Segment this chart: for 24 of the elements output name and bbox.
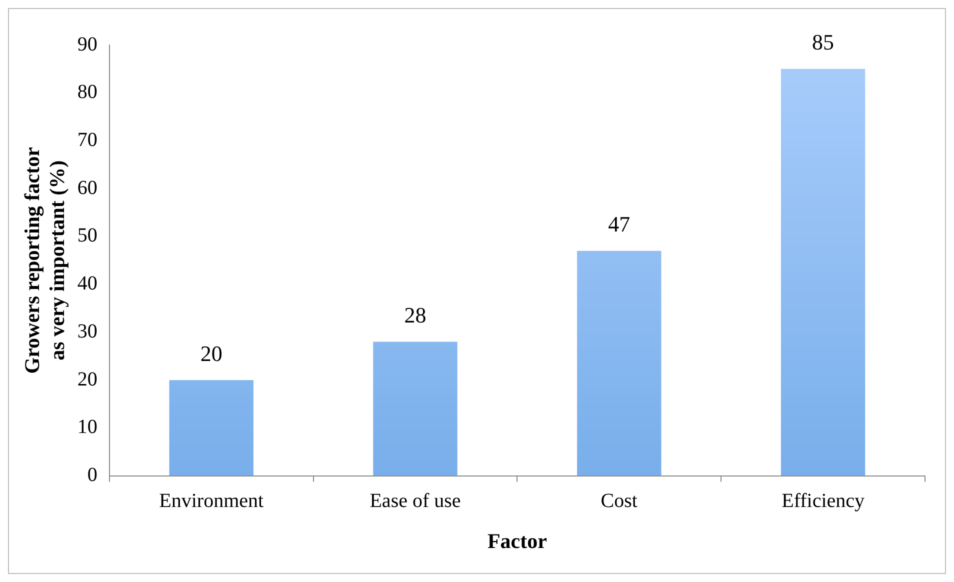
y-axis-title: Growers reporting factor as very important (%) [20,147,70,374]
x-tick-label: Cost [600,490,638,512]
x-tick-label: Environment [159,490,264,512]
y-tick-label: 0 [87,464,98,486]
data-label: 85 [812,30,834,55]
y-tick-label: 90 [77,33,98,56]
bar [577,250,662,476]
y-tick-label: 60 [77,176,98,199]
bar [373,342,458,476]
y-tick-label: 30 [77,320,98,342]
bar [169,380,254,476]
bar [780,68,866,476]
y-tick-label: 10 [77,416,98,438]
y-tick-label: 50 [77,224,98,247]
x-tick-label: Ease of use [370,490,461,512]
data-label: 20 [200,340,222,366]
x-tick-label: Efficiency [782,490,865,512]
y-tick-label: 20 [77,368,98,390]
data-label: 28 [404,302,426,328]
x-axis-title: Factor [487,528,547,553]
y-tick-label: 40 [77,272,98,295]
data-label: 47 [608,212,630,237]
y-tick-label: 70 [77,128,98,151]
y-tick-label: 80 [77,81,98,104]
